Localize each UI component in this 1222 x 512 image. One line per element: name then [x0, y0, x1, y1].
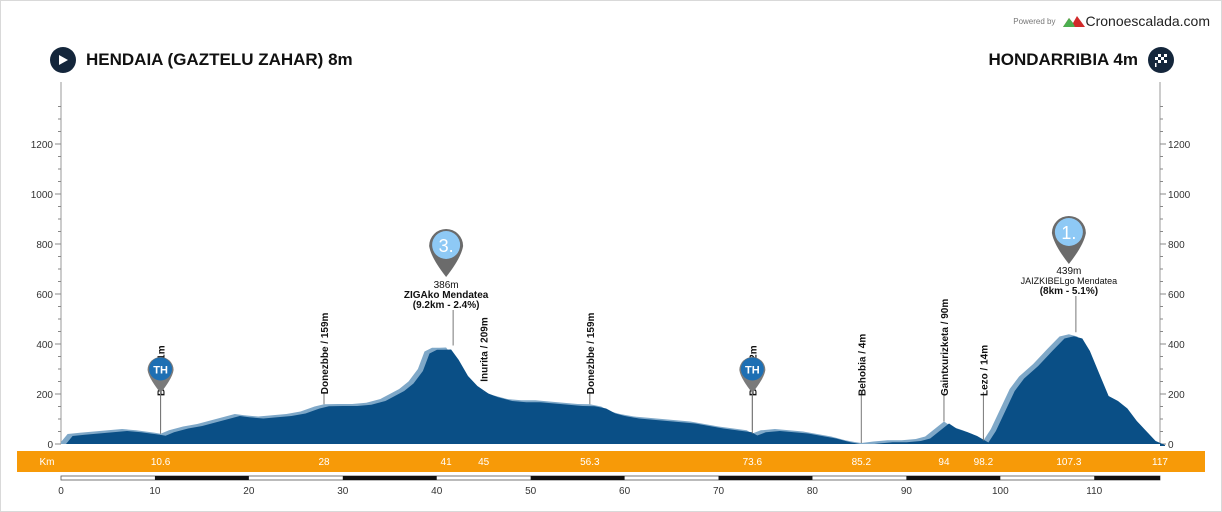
y-tick-label: 400 — [36, 340, 53, 351]
climb-category-label: 1. — [1061, 223, 1076, 243]
brand-name: Cronoescalada.com — [1085, 13, 1210, 29]
waypoint-label: Behobia / 4m — [857, 334, 868, 396]
waypoint-label: Gaintxurizketa / 90m — [940, 299, 951, 396]
x-tick-label: 40 — [431, 486, 443, 497]
x-tick-label: 90 — [901, 486, 913, 497]
start-location: HENDAIA (GAZTELU ZAHAR) 8m — [50, 47, 353, 73]
y-tick-label: 0 — [47, 440, 53, 451]
y-tick-label: 600 — [1168, 290, 1185, 301]
x-tick-label: 100 — [992, 486, 1009, 497]
x-tick-label: 70 — [713, 486, 725, 497]
climb-category-label: 3. — [439, 236, 454, 256]
x-tick-label: 20 — [243, 486, 255, 497]
km-band-unit: Km — [40, 457, 55, 468]
y-tick-label: 200 — [36, 390, 53, 401]
x-tick-label: 80 — [807, 486, 819, 497]
y-tick-label: 1000 — [1168, 190, 1191, 201]
y-tick-label: 0 — [1168, 440, 1174, 451]
x-tick-label: 0 — [58, 486, 64, 497]
play-icon — [50, 47, 76, 73]
km-band-label: 41 — [441, 457, 453, 468]
sprint-badge-label: TH — [153, 365, 168, 377]
y-tick-label: 800 — [1168, 240, 1185, 251]
climb-badge — [432, 231, 461, 259]
x-tick-label: 30 — [337, 486, 349, 497]
km-band-label: 45 — [478, 457, 490, 468]
y-tick-label: 600 — [36, 290, 53, 301]
km-scale-segment — [1094, 476, 1160, 480]
waypoint-label: Lezo / 14m — [979, 345, 990, 396]
powered-by[interactable]: Powered by Cronoescalada.com — [1013, 13, 1210, 29]
profile-area — [66, 336, 1165, 446]
finish-location: HONDARRIBIA 4m — [988, 47, 1174, 73]
km-band-label: 107.3 — [1056, 457, 1081, 468]
finish-label: HONDARRIBIA 4m — [988, 50, 1138, 69]
sprint-badge — [149, 357, 173, 381]
checkered-flag-icon — [1148, 47, 1174, 73]
km-band-label: 56.3 — [580, 457, 600, 468]
climb-name-label: JAIZKIBELgo Mendatea — [1021, 276, 1118, 286]
km-band-label: 117 — [1152, 457, 1168, 468]
km-band-label: 85.2 — [852, 457, 872, 468]
climb-detail-label: (9.2km - 2.4%) — [413, 300, 480, 311]
x-tick-label: 110 — [1086, 486, 1102, 497]
km-band-label: 28 — [318, 457, 330, 468]
x-tick-label: 60 — [619, 486, 631, 497]
y-tick-label: 1200 — [31, 140, 54, 151]
x-tick-label: 50 — [525, 486, 537, 497]
km-band-label: 73.6 — [743, 457, 763, 468]
mountain-logo-icon — [1063, 16, 1086, 27]
y-tick-label: 200 — [1168, 390, 1185, 401]
km-band-label: 98.2 — [974, 457, 994, 468]
y-tick-label: 1200 — [1168, 140, 1191, 151]
km-scale-segment — [530, 476, 625, 480]
climb-name-label: ZIGAko Mendatea — [404, 290, 489, 301]
climb-badge — [1054, 218, 1083, 246]
km-scale-segment — [342, 476, 437, 480]
climb-height-label: 386m — [434, 280, 459, 291]
km-band-label: 94 — [938, 457, 950, 468]
profile-baseline — [61, 444, 1160, 448]
km-band-label: 10.6 — [151, 457, 171, 468]
waypoint-label: Inurita / 209m — [480, 317, 491, 382]
waypoint-label: Donezbbe / 159m — [320, 312, 331, 394]
y-tick-label: 800 — [36, 240, 53, 251]
km-scale-segment — [906, 476, 1001, 480]
climb-detail-label: (8km - 5.1%) — [1040, 286, 1098, 297]
start-label: HENDAIA (GAZTELU ZAHAR) 8m — [86, 50, 353, 69]
powered-by-text: Powered by — [1013, 16, 1056, 26]
sprint-badge-label: TH — [745, 365, 760, 377]
x-tick-label: 10 — [149, 486, 161, 497]
y-tick-label: 400 — [1168, 340, 1185, 351]
waypoint-label: Donezbbe / 159m — [586, 312, 597, 394]
km-band — [17, 451, 1205, 472]
sprint-badge — [740, 357, 764, 381]
climb-height-label: 439m — [1056, 266, 1081, 277]
y-tick-label: 1000 — [31, 190, 54, 201]
km-scale-segment — [718, 476, 813, 480]
km-scale-segment — [154, 476, 249, 480]
